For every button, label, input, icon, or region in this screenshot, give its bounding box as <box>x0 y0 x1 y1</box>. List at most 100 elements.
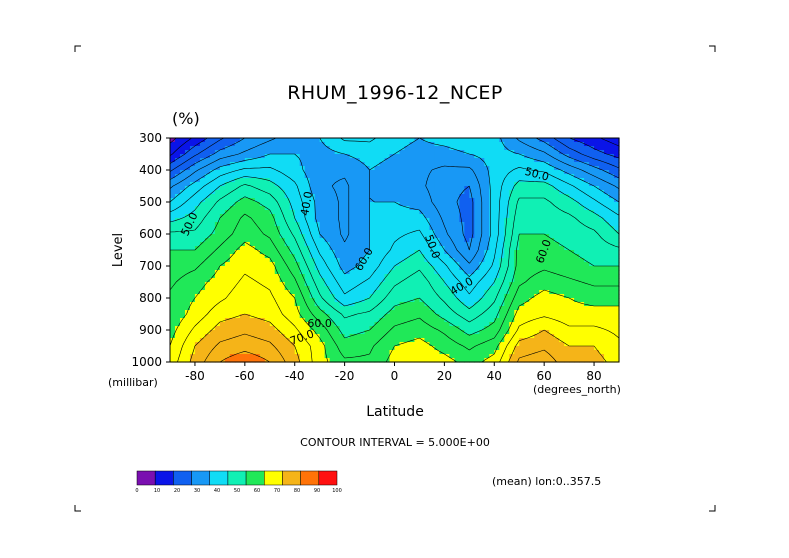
heatmap-cell <box>244 142 251 147</box>
heatmap-cell <box>339 274 346 279</box>
heatmap-cell <box>409 166 416 171</box>
heatmap-cell <box>174 338 181 343</box>
heatmap-cell <box>479 146 485 151</box>
heatmap-cell <box>534 226 540 231</box>
heatmap-cell <box>394 218 401 223</box>
heatmap-cell <box>189 174 196 179</box>
heatmap-cell <box>569 270 575 275</box>
heatmap-cell <box>324 330 331 335</box>
heatmap-cell <box>249 330 256 335</box>
heatmap-cell <box>484 342 490 347</box>
heatmap-cell <box>444 342 450 347</box>
heatmap-cell <box>439 322 445 327</box>
heatmap-cell <box>274 202 281 207</box>
heatmap-cell <box>434 194 440 199</box>
heatmap-cell <box>514 146 520 151</box>
heatmap-cell <box>509 202 515 207</box>
heatmap-cell <box>199 298 206 303</box>
heatmap-cell <box>429 290 436 295</box>
heatmap-cell <box>379 282 386 287</box>
heatmap-cell <box>584 210 590 215</box>
heatmap-cell <box>209 154 216 159</box>
heatmap-cell <box>349 258 356 263</box>
heatmap-cell <box>484 182 490 187</box>
heatmap-cell <box>299 162 306 167</box>
heatmap-cell <box>564 222 570 227</box>
heatmap-cell <box>194 254 201 259</box>
heatmap-cell <box>559 314 565 319</box>
heatmap-cell <box>354 138 361 143</box>
heatmap-cell <box>379 358 386 363</box>
heatmap-cell <box>264 218 271 223</box>
heatmap-cell <box>264 166 271 171</box>
heatmap-cell <box>234 318 241 323</box>
heatmap-cell <box>314 354 321 359</box>
heatmap-cell <box>569 286 575 291</box>
heatmap-cell <box>289 286 296 291</box>
heatmap-cell <box>594 350 600 355</box>
heatmap-cell <box>234 150 241 155</box>
heatmap-cell <box>249 238 256 243</box>
heatmap-cell <box>594 326 600 331</box>
heatmap-cell <box>529 258 535 263</box>
heatmap-cell <box>454 246 460 251</box>
heatmap-cell <box>459 258 465 263</box>
heatmap-cell <box>609 186 615 191</box>
heatmap-cell <box>359 142 366 147</box>
heatmap-cell <box>404 142 411 147</box>
heatmap-cell <box>274 242 281 247</box>
heatmap-cell <box>294 274 301 279</box>
heatmap-cell <box>459 230 465 235</box>
heatmap-cell <box>499 286 505 291</box>
heatmap-cell <box>294 338 301 343</box>
heatmap-cell <box>514 310 520 315</box>
heatmap-cell <box>224 214 231 219</box>
heatmap-cell <box>319 262 326 267</box>
heatmap-cell <box>484 238 490 243</box>
heatmap-cell <box>604 198 610 203</box>
heatmap-cell <box>259 250 266 255</box>
heatmap-cell <box>194 302 201 307</box>
heatmap-cell <box>419 322 426 327</box>
heatmap-cell <box>179 238 186 243</box>
heatmap-cell <box>514 198 520 203</box>
heatmap-cell <box>304 354 311 359</box>
heatmap-cell <box>354 166 361 171</box>
heatmap-cell <box>599 218 605 223</box>
heatmap-cell <box>404 338 411 343</box>
heatmap-cell <box>359 250 366 255</box>
heatmap-cell <box>404 266 411 271</box>
heatmap-cell <box>499 170 505 175</box>
heatmap-cell <box>359 170 366 175</box>
heatmap-cell <box>209 162 216 167</box>
heatmap-cell <box>479 282 485 287</box>
heatmap-cell <box>569 354 575 359</box>
heatmap-cell <box>234 210 241 215</box>
heatmap-cell <box>354 322 361 327</box>
heatmap-cell <box>324 170 331 175</box>
heatmap-cell <box>464 258 470 263</box>
heatmap-cell <box>444 186 450 191</box>
heatmap-cell <box>399 342 406 347</box>
heatmap-cell <box>304 358 311 363</box>
heatmap-cell <box>524 242 530 247</box>
heatmap-cell <box>614 190 620 195</box>
heatmap-cell <box>499 194 505 199</box>
heatmap-cell <box>389 222 396 227</box>
heatmap-cell <box>569 234 575 239</box>
heatmap-cell <box>439 258 445 263</box>
heatmap-cell <box>289 158 296 163</box>
heatmap-cell <box>589 322 595 327</box>
heatmap-cell <box>294 178 301 183</box>
heatmap-cell <box>519 342 525 347</box>
heatmap-cell <box>534 206 540 211</box>
heatmap-cell <box>549 318 555 323</box>
heatmap-cell <box>484 202 490 207</box>
heatmap-cell <box>249 174 256 179</box>
heatmap-cell <box>229 166 236 171</box>
heatmap-cell <box>299 346 306 351</box>
heatmap-cell <box>514 242 520 247</box>
heatmap-cell <box>189 358 196 363</box>
heatmap-cell <box>199 350 206 355</box>
heatmap-cell <box>179 346 186 351</box>
